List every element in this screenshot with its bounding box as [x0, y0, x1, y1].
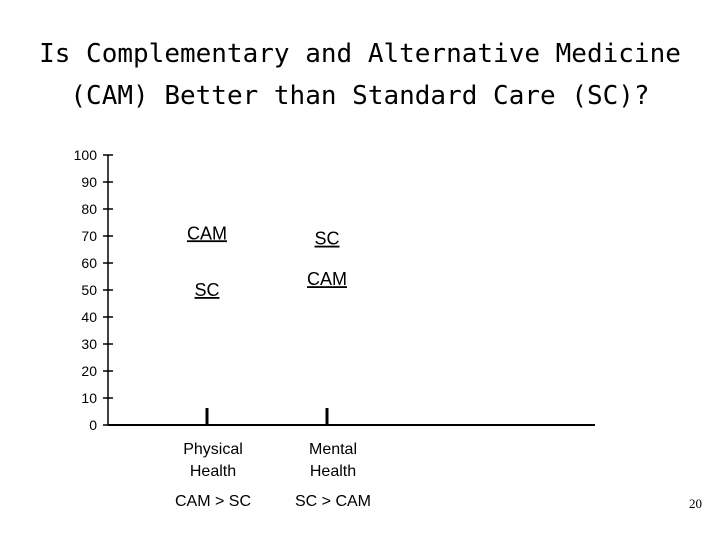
- point-label-cam: CAM: [187, 223, 227, 243]
- category-label-line-1: Physical: [183, 441, 243, 458]
- y-tick-label: 100: [74, 147, 98, 163]
- category-labels: Physical Health CAM > SC Mental Health SC > C…: [175, 441, 371, 510]
- y-tick-label: 0: [89, 417, 97, 433]
- page-number: 20: [689, 496, 702, 511]
- y-tick-label: 60: [81, 255, 97, 271]
- point-label-cam: CAM: [307, 269, 347, 289]
- category-label-line-2: Health: [310, 463, 356, 480]
- chart-title-line-1: Is Complementary and Alternative Medicin…: [39, 39, 681, 69]
- y-tick-label: 30: [81, 336, 97, 352]
- y-tick-label: 20: [81, 363, 97, 379]
- y-tick-label: 40: [81, 309, 97, 325]
- chart-title-line-2: (CAM) Better than Standard Care (SC)?: [70, 81, 650, 111]
- comparison-label: SC > CAM: [295, 493, 371, 510]
- point-label-sc: SC: [194, 280, 219, 300]
- y-tick-label: 70: [81, 228, 97, 244]
- y-tick-label: 90: [81, 174, 97, 190]
- y-tick-label: 80: [81, 201, 97, 217]
- category-marks: [205, 408, 329, 425]
- point-labels: CAM SC SC CAM: [187, 223, 347, 300]
- y-tick-label: 10: [81, 390, 97, 406]
- category-label-line-1: Mental: [309, 441, 357, 458]
- y-tick-label: 50: [81, 282, 97, 298]
- point-label-sc: SC: [314, 229, 339, 249]
- comparison-label: CAM > SC: [175, 493, 251, 510]
- y-axis-ticks: 0 10 20 30 40 50 60 70 80 90 100: [74, 147, 113, 433]
- category-label-line-2: Health: [190, 463, 236, 480]
